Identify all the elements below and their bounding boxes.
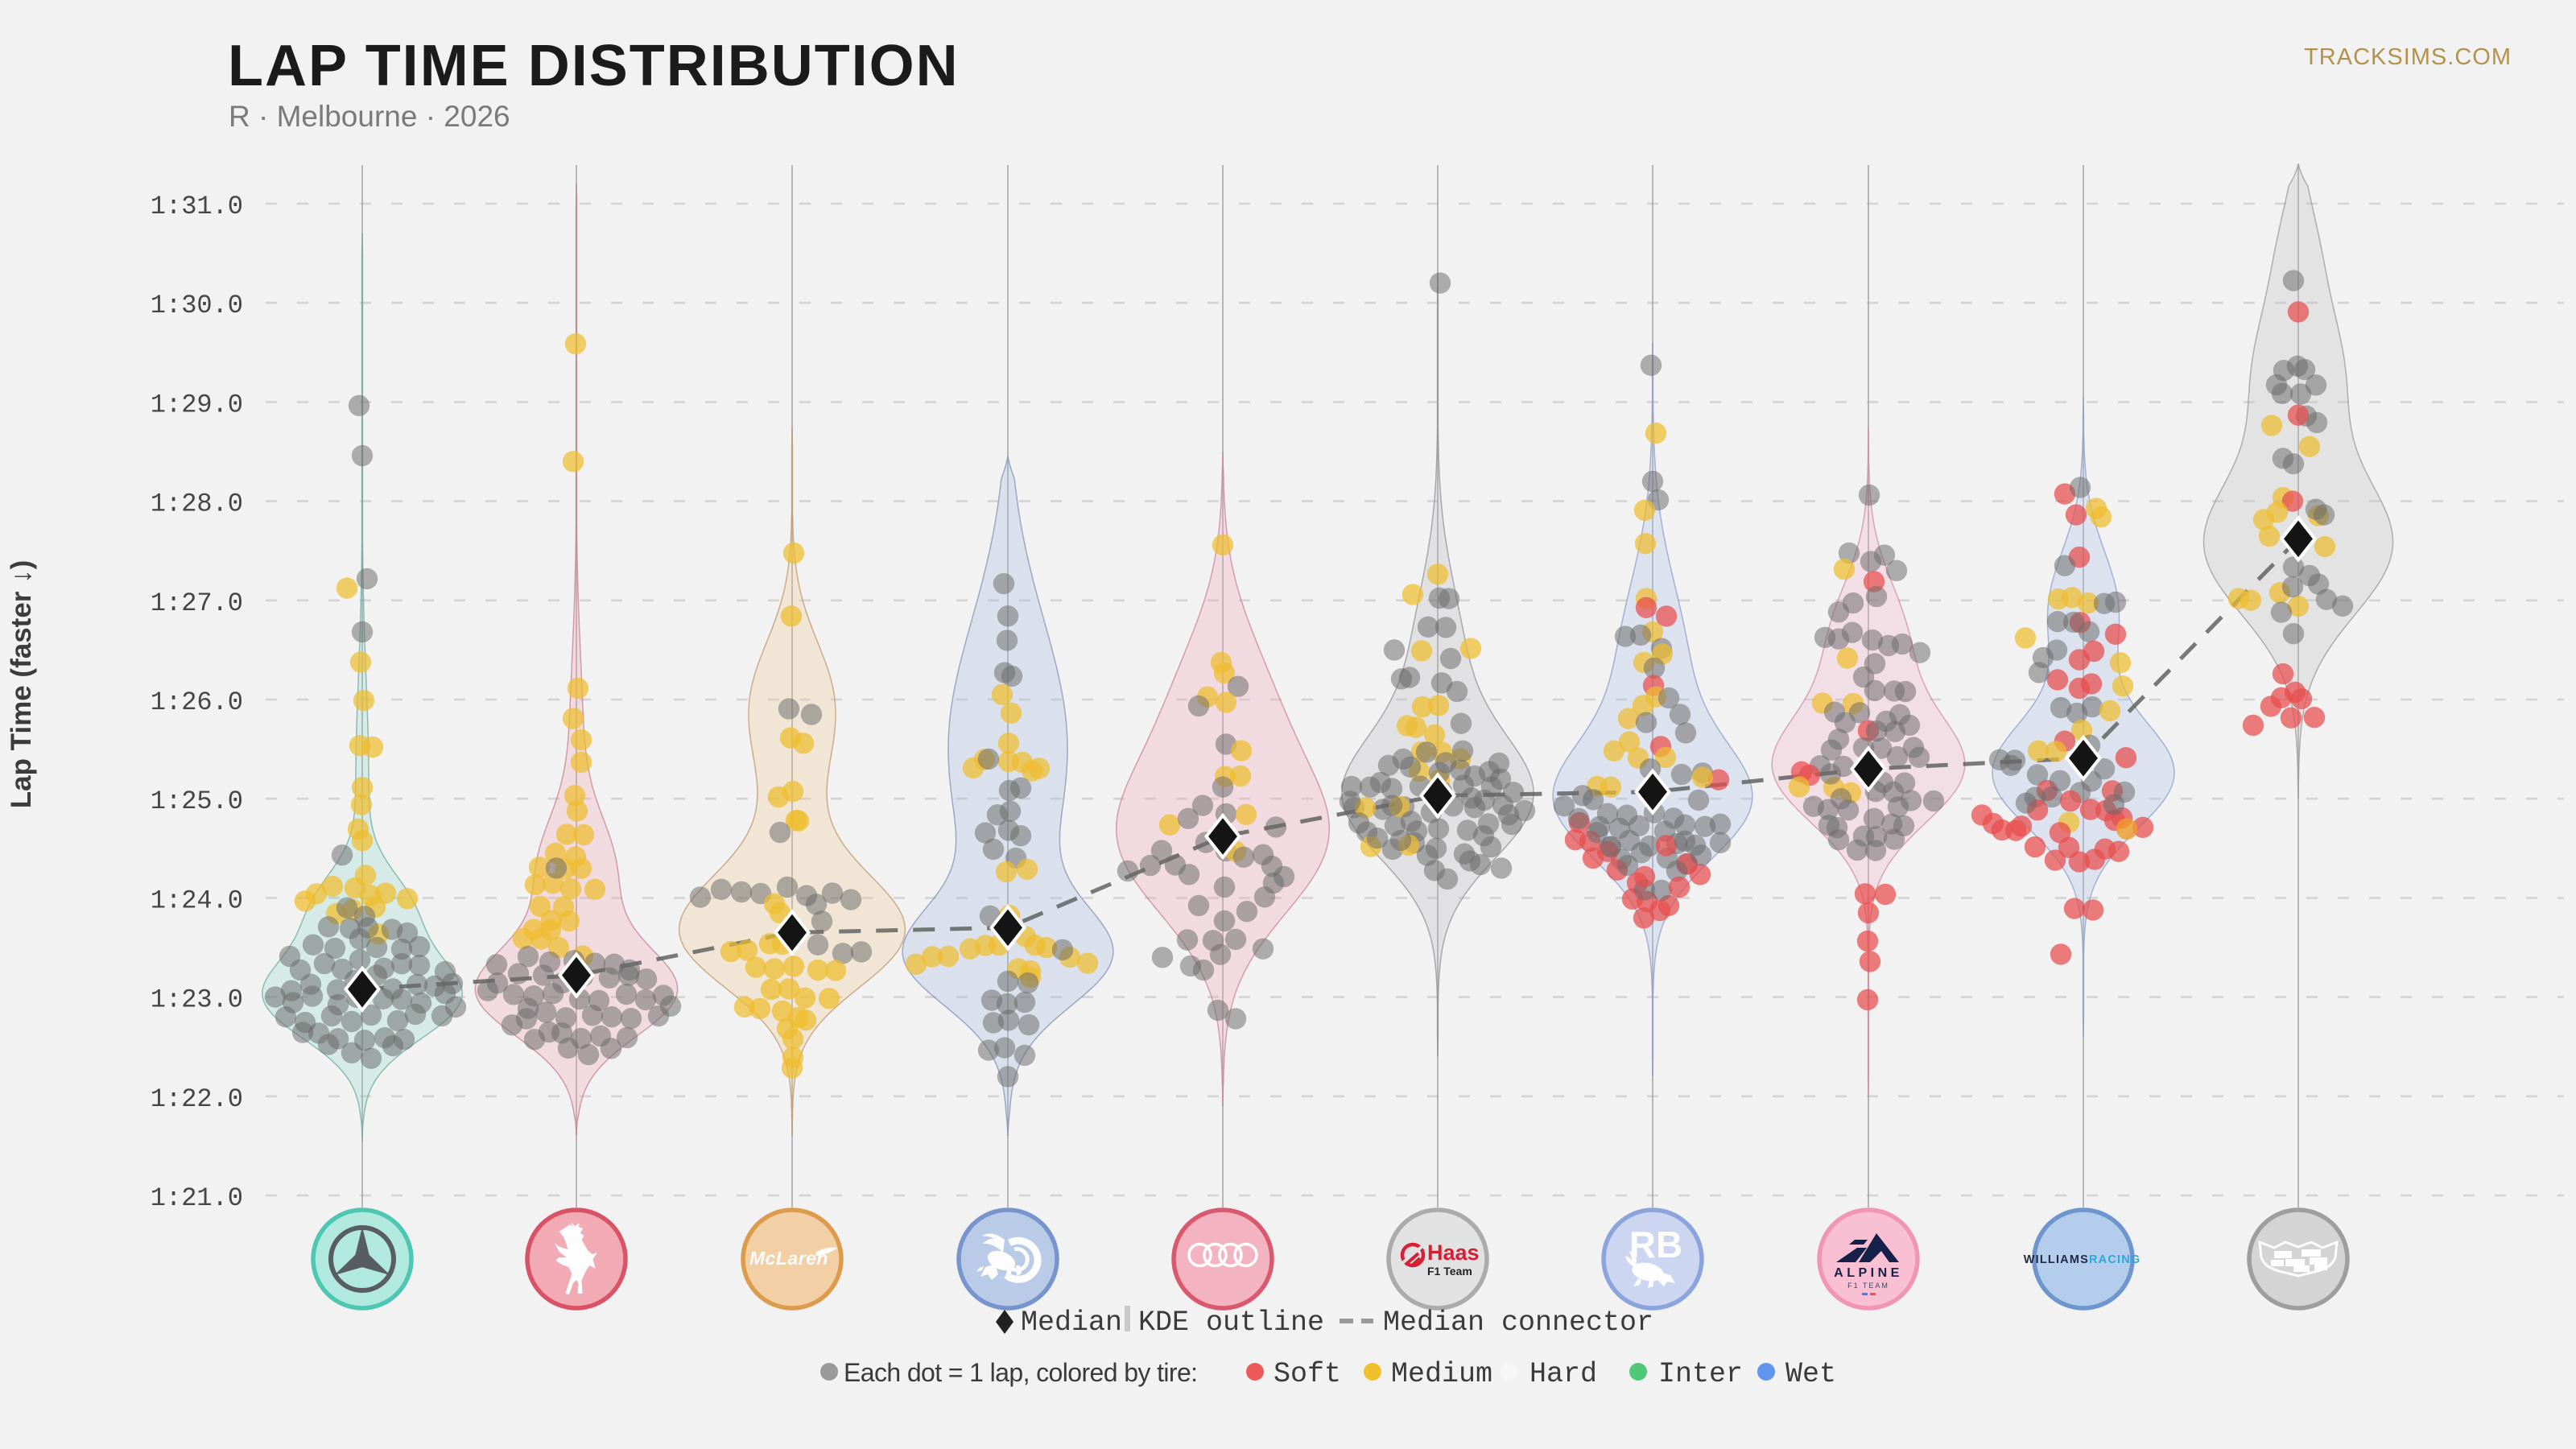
svg-text:1:31.0: 1:31.0 [151,192,243,221]
svg-text:R · Melbourne · 2026: R · Melbourne · 2026 [229,100,510,133]
svg-text:F1 Team: F1 Team [1427,1265,1472,1278]
svg-text:Inter: Inter [1658,1358,1743,1390]
svg-text:Each dot = 1 lap, colored by t: Each dot = 1 lap, colored by tire: [844,1358,1197,1387]
svg-text:1:21.0: 1:21.0 [151,1183,243,1213]
svg-text:Soft: Soft [1274,1358,1341,1390]
svg-text:RACING: RACING [2089,1253,2140,1266]
svg-text:KDE outline: KDE outline [1138,1307,1324,1339]
svg-text:McLaren: McLaren [749,1248,828,1269]
svg-text:LAP TIME DISTRIBUTION: LAP TIME DISTRIBUTION [228,34,960,98]
svg-text:1:26.0: 1:26.0 [151,687,243,717]
svg-text:Wet: Wet [1785,1358,1836,1390]
svg-text:ALPINE: ALPINE [1834,1266,1903,1280]
svg-text:1:24.0: 1:24.0 [151,886,243,915]
svg-text:Median connector: Median connector [1383,1307,1653,1339]
svg-text:1:25.0: 1:25.0 [151,786,243,816]
svg-text:Medium: Medium [1391,1358,1492,1390]
svg-text:TRACKSIMS.COM: TRACKSIMS.COM [2304,44,2512,70]
svg-text:1:29.0: 1:29.0 [151,390,243,419]
svg-text:RB: RB [1629,1224,1682,1265]
svg-text:WILLIAMS: WILLIAMS [2024,1253,2089,1266]
svg-text:1:30.0: 1:30.0 [151,291,243,320]
svg-text:1:27.0: 1:27.0 [151,588,243,618]
svg-text:Median: Median [1021,1307,1122,1339]
svg-text:1:28.0: 1:28.0 [151,489,243,519]
svg-text:F1 TEAM: F1 TEAM [1847,1282,1889,1290]
svg-text:1:23.0: 1:23.0 [151,985,243,1015]
svg-text:Haas: Haas [1427,1241,1480,1265]
svg-text:Lap Time (faster ↓): Lap Time (faster ↓) [6,560,37,809]
svg-text:Hard: Hard [1530,1358,1597,1390]
svg-text:1:22.0: 1:22.0 [151,1084,243,1114]
